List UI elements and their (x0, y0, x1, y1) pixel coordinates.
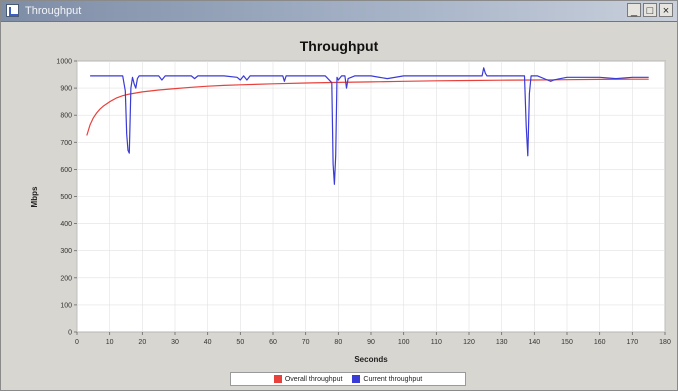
y-tick-label: 100 (60, 302, 72, 309)
current-throughput-line (90, 67, 649, 185)
legend-swatch-overall (273, 375, 282, 383)
y-tick-label: 500 (60, 194, 72, 201)
legend-swatch-current (352, 375, 361, 383)
x-tick-label: 50 (236, 339, 244, 346)
overall-throughput-line (86, 78, 649, 136)
grid-lines (76, 60, 666, 333)
chart-title: Throughput (300, 38, 379, 54)
x-axis-label: Seconds (354, 355, 388, 364)
x-tick-label: 160 (594, 339, 606, 346)
y-tick-label: 300 (60, 248, 72, 255)
x-tick-label: 150 (561, 339, 573, 346)
legend-label-current: Current throughput (363, 375, 423, 383)
y-tick-label: 1000 (56, 59, 72, 66)
x-tick-label: 170 (626, 339, 638, 346)
x-tick-label: 100 (398, 339, 410, 346)
x-tick-label: 40 (204, 339, 212, 346)
x-tick-label: 140 (528, 339, 540, 346)
y-tick-label: 400 (60, 221, 72, 228)
x-tick-label: 70 (302, 339, 310, 346)
title-bar[interactable]: Throughput _ □ × (1, 1, 677, 22)
x-tick-label: 180 (659, 339, 671, 346)
x-tick-label: 130 (496, 339, 508, 346)
x-tick-label: 120 (463, 339, 475, 346)
chart-legend: Overall throughput Current throughput (230, 372, 466, 386)
x-tick-label: 80 (334, 339, 342, 346)
x-tick-label: 90 (367, 339, 375, 346)
legend-item-overall: Overall throughput (273, 375, 343, 383)
x-tick-label: 60 (269, 339, 277, 346)
app-icon (6, 4, 19, 17)
window-controls: _ □ × (627, 3, 673, 19)
y-tick-label: 0 (68, 330, 72, 337)
x-tick-label: 20 (138, 339, 146, 346)
y-tick-label: 800 (60, 113, 72, 120)
data-series (86, 67, 649, 185)
x-tick-label: 30 (171, 339, 179, 346)
window-title: Throughput (25, 5, 82, 17)
y-tick-label: 700 (60, 140, 72, 147)
close-button[interactable]: × (659, 3, 673, 17)
x-tick-label: 0 (75, 339, 79, 346)
x-tick-label: 110 (431, 339, 442, 346)
y-axis-label: Mbps (30, 186, 39, 207)
x-tick-label: 10 (106, 339, 114, 346)
y-tick-label: 900 (60, 86, 72, 93)
legend-item-current: Current throughput (352, 375, 422, 383)
y-tick-label: 600 (60, 167, 72, 174)
chart-panel: Throughput 0 10 20 30 40 50 60 70 80 90 100 110 120 1… (1, 22, 677, 390)
legend-label-overall: Overall throughput (284, 375, 343, 383)
minimize-button[interactable]: _ (627, 3, 641, 17)
axis-ticks: 0 10 20 30 40 50 60 70 80 90 100 110 120 130 140 150 160… (56, 59, 671, 347)
throughput-chart: Throughput 0 10 20 30 40 50 60 70 80 90 100 110 120 1… (30, 38, 671, 364)
y-tick-label: 200 (60, 275, 72, 282)
maximize-button[interactable]: □ (643, 3, 657, 17)
